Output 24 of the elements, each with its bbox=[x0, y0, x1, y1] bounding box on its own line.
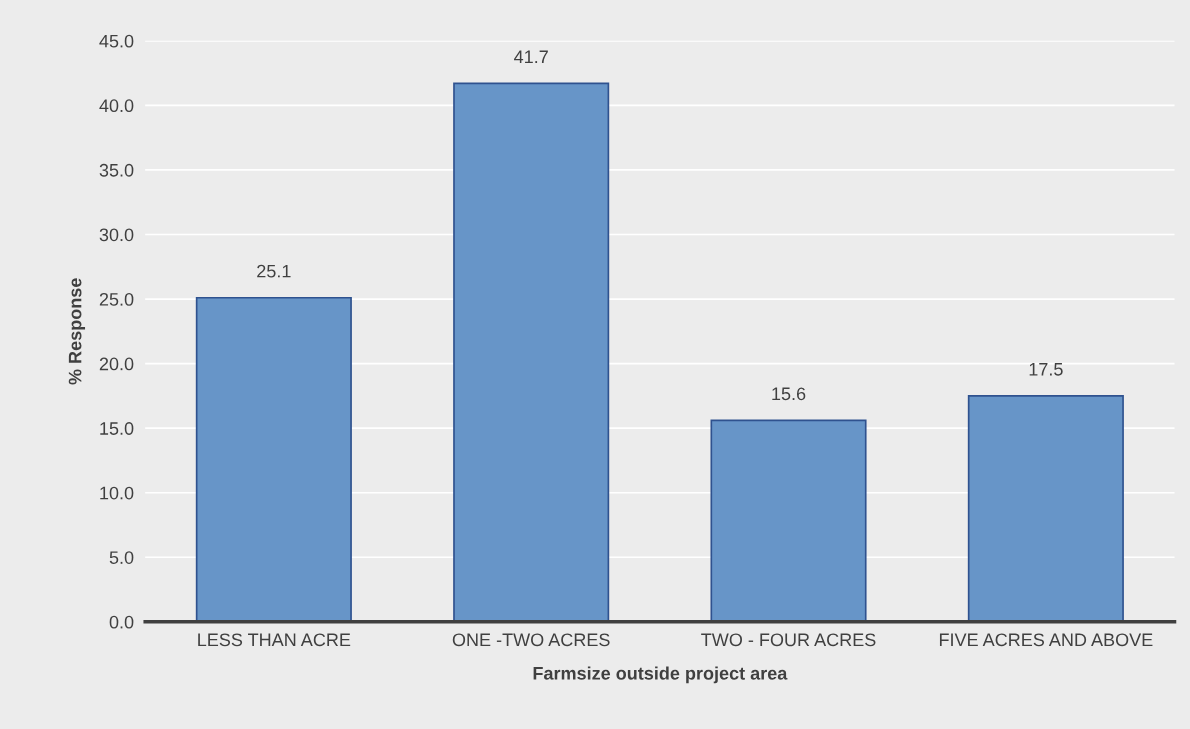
data-label: 25.1 bbox=[257, 264, 291, 278]
bar bbox=[710, 419, 867, 622]
x-tick-label: FIVE ACRES AND ABOVE bbox=[939, 633, 1153, 647]
x-tick-label: ONE -TWO ACRES bbox=[452, 633, 610, 647]
x-tick-label: LESS THAN ACRE bbox=[198, 633, 351, 647]
x-axis-title: Farmsize outside project area bbox=[533, 666, 788, 684]
bar bbox=[195, 296, 352, 622]
y-tick-label: 40.0 bbox=[99, 99, 134, 113]
y-tick-label: 20.0 bbox=[99, 357, 134, 371]
y-tick-label: 25.0 bbox=[99, 292, 134, 306]
data-label: 15.6 bbox=[772, 387, 806, 401]
y-tick-label: 10.0 bbox=[100, 486, 134, 500]
bar bbox=[967, 395, 1124, 622]
y-tick-label: 0.0 bbox=[109, 615, 134, 629]
y-tick-label: 30.0 bbox=[99, 228, 134, 242]
y-axis-title: % Response bbox=[68, 278, 86, 385]
bar bbox=[453, 82, 610, 622]
y-tick-label: 45.0 bbox=[99, 34, 134, 48]
y-tick-label: 35.0 bbox=[99, 163, 134, 177]
y-tick-label: 5.0 bbox=[109, 551, 134, 564]
y-tick-label: 15.0 bbox=[100, 422, 134, 435]
x-tick-label: TWO - FOUR ACRES bbox=[701, 633, 876, 647]
data-label: 17.5 bbox=[1029, 363, 1063, 376]
data-label: 41.7 bbox=[514, 50, 548, 64]
